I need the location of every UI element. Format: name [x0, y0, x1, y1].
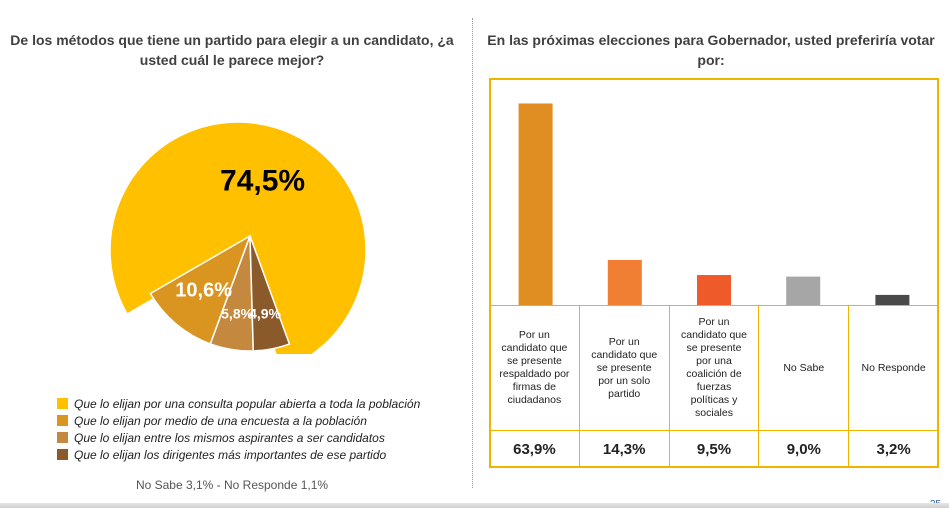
legend-label: Que lo elijan entre los mismos aspirante…: [74, 430, 385, 445]
bar-4: [786, 276, 821, 305]
value-label: 9,5%: [668, 430, 760, 468]
pie-slice-label-2: 10,6%: [175, 279, 232, 301]
pie-slice-4: [249, 235, 291, 352]
bar-1: [518, 103, 553, 305]
value-label: 14,3%: [578, 430, 670, 468]
legend-item: Que lo elijan por una consulta popular a…: [57, 395, 420, 412]
pie-note: No Sabe 3,1% - No Responde 1,1%: [135, 478, 329, 492]
legend-label: Que lo elijan los dirigentes más importa…: [74, 447, 387, 462]
footer-bar: [0, 503, 949, 508]
bar-5: [875, 294, 910, 305]
pie-slice-1: [109, 121, 367, 354]
legend-swatch: [57, 415, 68, 426]
legend-swatch: [57, 398, 68, 409]
bar-chart-title: En las próximas elecciones para Gobernad…: [487, 32, 935, 68]
legend-item: Que lo elijan entre los mismos aspirante…: [57, 429, 420, 446]
legend-swatch: [57, 432, 68, 443]
category-label: No Sabe: [758, 305, 850, 431]
bar-2: [607, 259, 642, 305]
legend-swatch: [57, 449, 68, 460]
pie-chart: 74,5% 10,6% 5,8%4,9%: [109, 121, 367, 354]
legend-item: Que lo elijan los dirigentes más importa…: [57, 446, 420, 463]
value-row: 63,9% 14,3% 9,5% 9,0% 3,2%: [489, 430, 939, 468]
category-label: Por un candidato que se presente por una coa…: [668, 305, 760, 431]
value-label: 3,2%: [848, 430, 939, 468]
category-label: Por un candidato que se presente por un sol…: [578, 305, 670, 431]
pie-slice-label-3: 5,8%: [221, 306, 253, 322]
bar-3: [697, 275, 731, 305]
pie-slice-label-1: 74,5%: [220, 164, 305, 197]
pie-chart-title: De los métodos que tiene un partido para…: [10, 32, 454, 68]
pie-slice-label-4: 4,9%: [249, 305, 281, 321]
pie-slice-2: [149, 234, 252, 345]
value-label: 63,9%: [489, 430, 580, 468]
bar-chart-panel: [489, 78, 939, 468]
legend-label: Que lo elijan por una consulta popular a…: [74, 396, 421, 411]
value-label: 9,0%: [758, 430, 850, 468]
category-label: No Responde: [848, 305, 939, 431]
legend-item: Que lo elijan por medio de una encuesta …: [57, 412, 420, 429]
pie-legend: Que lo elijan por una consulta popular a…: [57, 395, 420, 463]
category-label: Por un candidato que se presente respaldado…: [489, 305, 580, 431]
category-row: Por un candidato que se presente respaldado…: [489, 305, 939, 431]
legend-label: Que lo elijan por medio de una encuesta …: [74, 413, 367, 428]
bar-data-table: Por un candidato que se presente respaldado…: [489, 305, 939, 468]
panel-divider: [472, 18, 473, 488]
bar-chart: [518, 103, 910, 305]
